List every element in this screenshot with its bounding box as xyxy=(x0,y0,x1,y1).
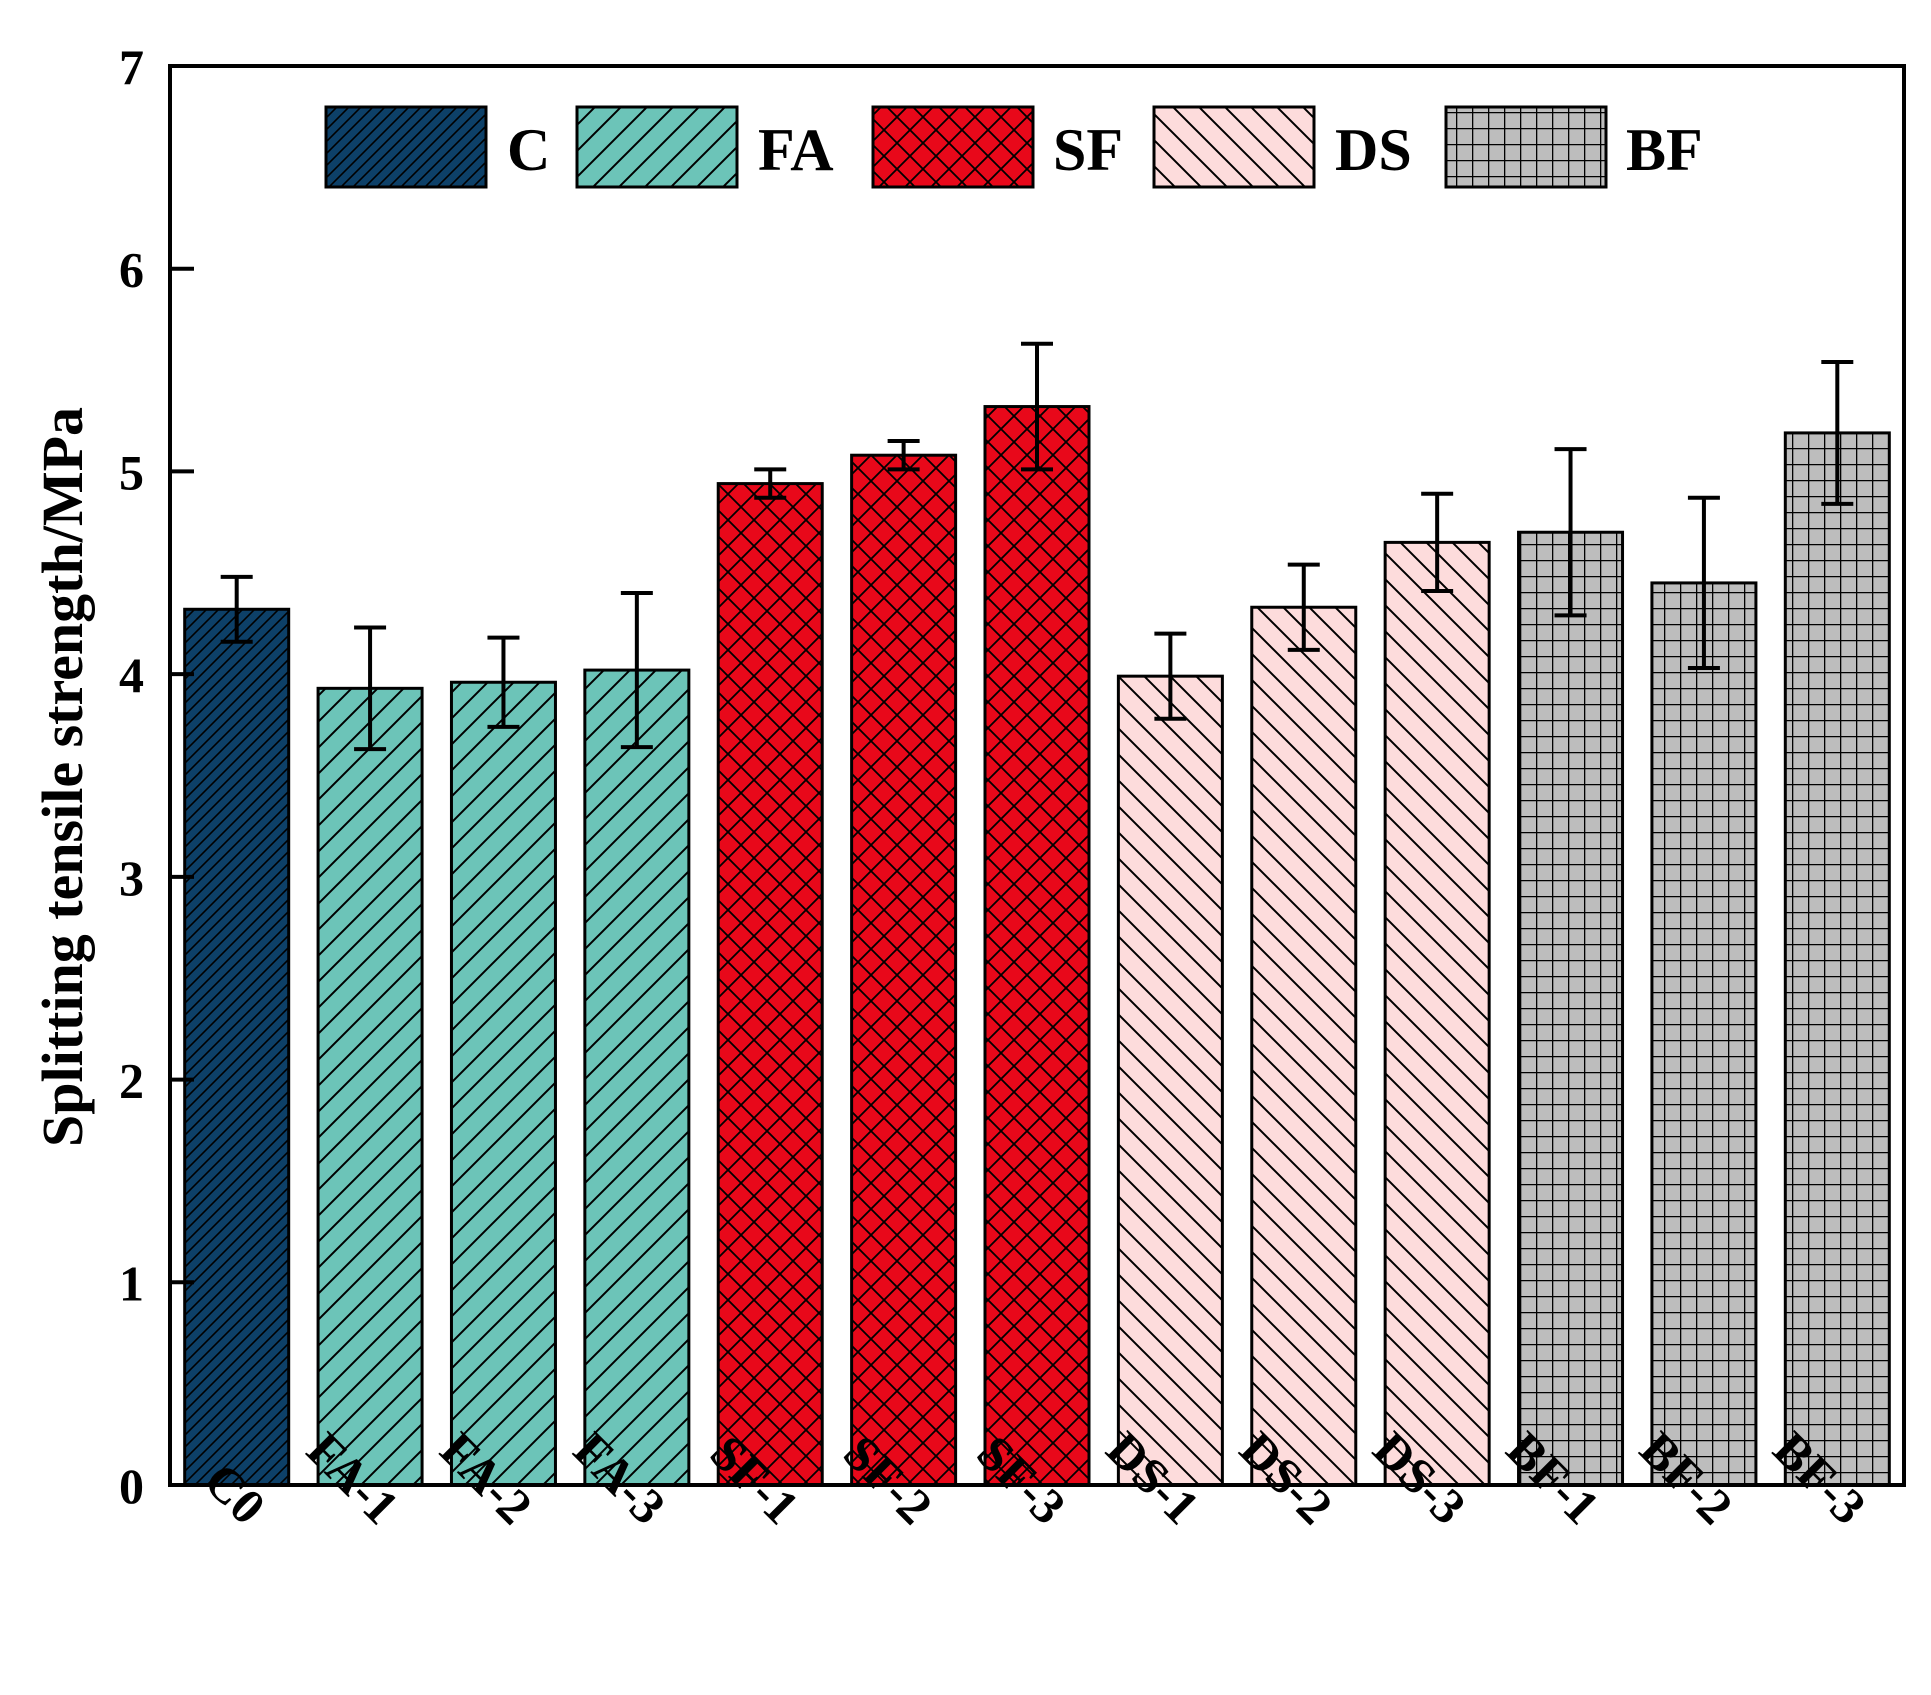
y-tick-label: 0 xyxy=(119,1458,144,1514)
legend-swatch-ds xyxy=(1152,105,1316,189)
y-tick-label: 7 xyxy=(119,39,144,95)
y-tick-label: 2 xyxy=(119,1053,144,1109)
bars xyxy=(183,405,1891,1487)
y-tick-label: 1 xyxy=(119,1255,144,1311)
bar-ds-1 xyxy=(1116,674,1224,1487)
bar-sf-2 xyxy=(850,453,958,1487)
legend-swatch-sf xyxy=(871,105,1035,189)
bar-fa-3 xyxy=(583,668,691,1487)
y-tick-label: 5 xyxy=(119,444,144,500)
y-axis-label: Splitting tensile strength/MPa xyxy=(30,407,95,1147)
bar-bf-1 xyxy=(1517,530,1625,1487)
bar-ds-3 xyxy=(1383,540,1491,1487)
bar-sf-1 xyxy=(716,482,824,1487)
legend: C FA SF DS BF xyxy=(324,105,1703,189)
bar-fa-2 xyxy=(449,680,557,1487)
y-tick-label: 3 xyxy=(119,850,144,906)
bar-bf-2 xyxy=(1650,581,1758,1487)
legend-label-fa: FA xyxy=(758,117,834,183)
bar-sf-3 xyxy=(983,405,1091,1487)
legend-label-c: C xyxy=(507,117,550,183)
y-tick-label: 4 xyxy=(119,647,144,703)
bar-c0 xyxy=(183,607,291,1487)
legend-swatch-c xyxy=(324,105,488,189)
legend-label-ds: DS xyxy=(1335,117,1412,183)
error-bars xyxy=(220,341,1854,752)
legend-label-sf: SF xyxy=(1053,117,1123,183)
legend-swatch-bf xyxy=(1444,105,1608,189)
y-tick-label: 6 xyxy=(119,242,144,298)
plot-frame xyxy=(168,64,1906,1487)
bar-ds-2 xyxy=(1250,605,1358,1487)
bar-fa-1 xyxy=(316,686,424,1487)
y-axis: 0 1 2 3 4 5 6 7 xyxy=(119,39,194,1514)
legend-swatch-fa xyxy=(575,105,739,189)
bar-bf-3 xyxy=(1783,431,1891,1487)
legend-label-bf: BF xyxy=(1626,117,1703,183)
